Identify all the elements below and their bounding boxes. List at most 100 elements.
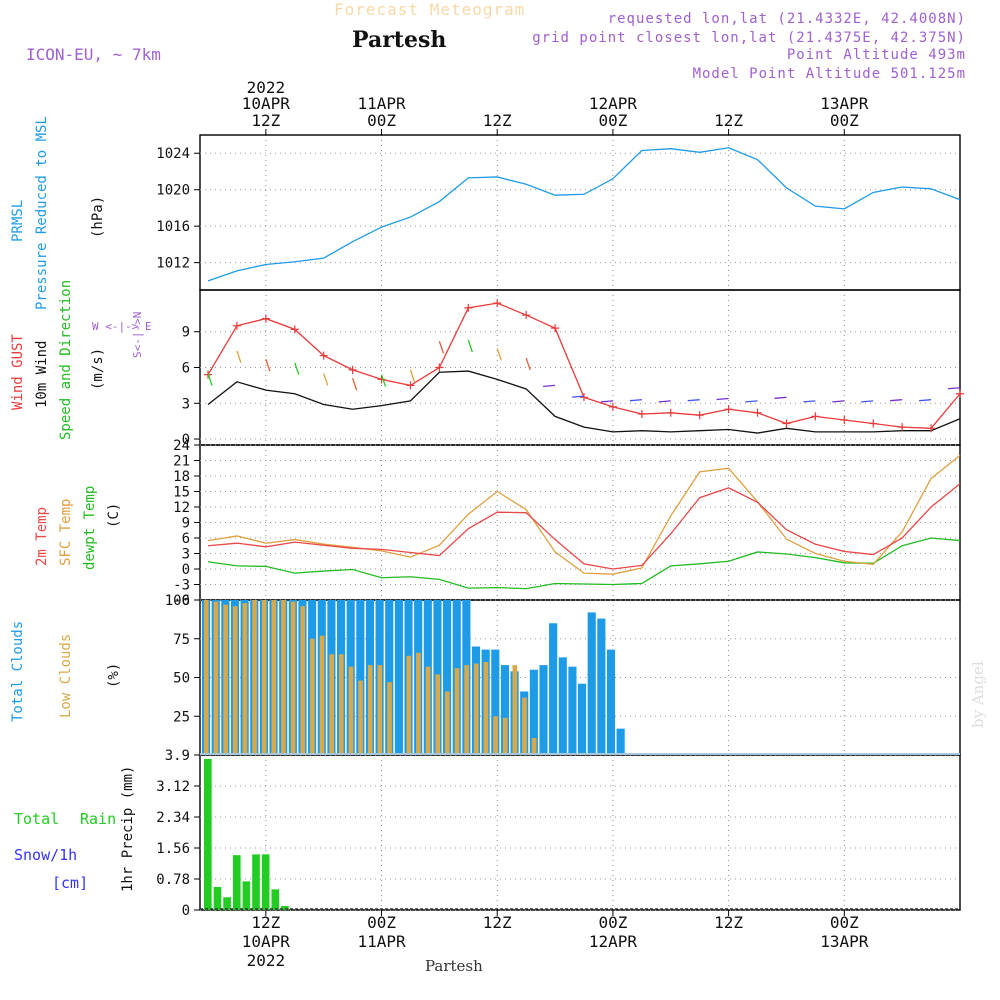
gust-marker: [435, 363, 444, 372]
wind-arrow: [947, 387, 961, 390]
wind-arrow: [543, 384, 556, 388]
low-cloud-bar: [348, 666, 354, 755]
top-axis-date: 11APR: [357, 94, 406, 113]
model-label: ICON-EU, ~ 7km: [26, 45, 161, 64]
bottom-axis-date: 11APR: [357, 932, 406, 951]
wind-arrow: [658, 400, 671, 403]
rain-bar: [223, 897, 231, 910]
wind-arrow: [600, 400, 613, 403]
wind-arrow: [409, 369, 416, 383]
gust-marker: [348, 365, 357, 374]
compass-we-label: W <-|-> E: [92, 320, 152, 333]
low-cloud-bar: [387, 682, 392, 755]
y-tick-label: 3: [182, 547, 190, 563]
top-axis-hour: 00Z: [830, 111, 859, 130]
panel-frame-5: [199, 754, 961, 911]
total-cloud-bar: [356, 600, 365, 755]
bottom-axis-year: 2022: [247, 951, 286, 970]
gust-marker: [666, 408, 675, 417]
rain-bar: [261, 854, 270, 910]
gust-marker: [319, 351, 328, 360]
low-cloud-bar: [319, 635, 325, 755]
low-cloud-bar: [483, 662, 489, 755]
low-cloud-bar: [367, 665, 373, 755]
total-cloud-bar: [549, 623, 558, 755]
wind-arrow: [525, 357, 531, 371]
wind-arrow: [294, 362, 300, 375]
temp-2m-line: [207, 483, 961, 570]
wind-arrow: [687, 399, 700, 402]
gust-marker: [898, 423, 907, 432]
wind-arrow: [803, 400, 816, 403]
y-tick-label: 6: [182, 531, 190, 547]
rain-bar: [232, 855, 241, 910]
wind-arrow: [919, 399, 932, 402]
total-cloud-bar: [500, 665, 510, 755]
low-cloud-bar: [522, 697, 527, 755]
y-tick-label: 1.56: [156, 841, 190, 857]
top-axis-hour: 12Z: [714, 111, 743, 130]
gust-marker: [464, 303, 473, 312]
low-cloud-bar: [242, 603, 248, 755]
y-tick-label: 1020: [156, 183, 190, 199]
wind-arrow: [380, 374, 387, 387]
gust-marker: [580, 393, 588, 402]
top-axis-date: 13APR: [820, 94, 869, 113]
low-cloud-bar: [435, 674, 441, 755]
precip-cm-label: [cm]: [52, 874, 89, 892]
wind-arrow: [832, 400, 845, 403]
low-cloud-bar: [223, 604, 228, 755]
gust-marker: [261, 314, 270, 323]
gust-marker: [782, 419, 791, 428]
wind-arrow: [861, 400, 874, 403]
y-tick-label: 3.9: [165, 748, 190, 764]
point-altitude: Point Altitude 493m: [786, 47, 966, 63]
low-cloud-bar: [232, 606, 238, 755]
top-axis-hour: 00Z: [598, 111, 627, 130]
bottom-axis-hour: 12Z: [714, 913, 743, 932]
total-cloud-bar: [568, 666, 577, 755]
y-tick-label: 9: [182, 325, 190, 341]
total-cloud-bar: [394, 600, 403, 755]
y-tick-label: 3: [182, 396, 190, 412]
bottom-axis-date: 12APR: [589, 932, 638, 951]
rain-bar: [271, 889, 280, 910]
wind-arrow: [496, 348, 502, 361]
low-cloud-bar: [271, 600, 277, 755]
y-tick-label: 75: [173, 632, 190, 648]
wind-arrow: [571, 395, 585, 398]
top-axis-year: 2022: [247, 78, 286, 97]
y-tick-label: 12: [173, 500, 190, 516]
low-cloud-bar: [338, 654, 344, 755]
pressure-line: [207, 147, 961, 282]
gust-marker: [956, 389, 964, 398]
rain-bar: [242, 881, 251, 910]
y-tick-label: 21: [173, 454, 190, 470]
top-axis-date: 10APR: [242, 94, 291, 113]
total-cloud-bar: [491, 649, 500, 755]
wind-arrow: [438, 341, 445, 354]
top-axis-date: 12APR: [589, 94, 638, 113]
total-cloud-bar: [587, 612, 596, 755]
y-tick-label: 3.12: [156, 779, 190, 795]
low-cloud-bar: [300, 606, 306, 755]
gust-marker: [290, 325, 299, 334]
precip-total-label: Total: [14, 810, 60, 828]
y-tick-label: 0: [182, 903, 190, 919]
wind-arrow: [236, 350, 242, 364]
y-tick-label: 6: [182, 361, 190, 377]
low-cloud-bar: [261, 600, 267, 755]
top-axis-hour: 12Z: [251, 111, 280, 130]
dewpt-temp-line: [207, 537, 961, 590]
wind-arrow: [207, 373, 213, 386]
top-axis-hour: 12Z: [483, 111, 512, 130]
rain-bar: [281, 906, 289, 910]
y-tick-label: 24: [173, 438, 190, 454]
rain-bar: [204, 758, 212, 910]
requested-coords: requested lon,lat (21.4332E, 42.4008N): [607, 11, 966, 27]
gust-marker: [869, 419, 878, 428]
gust-marker: [753, 408, 762, 417]
wind-arrow: [265, 358, 271, 372]
low-cloud-bar: [358, 680, 363, 755]
